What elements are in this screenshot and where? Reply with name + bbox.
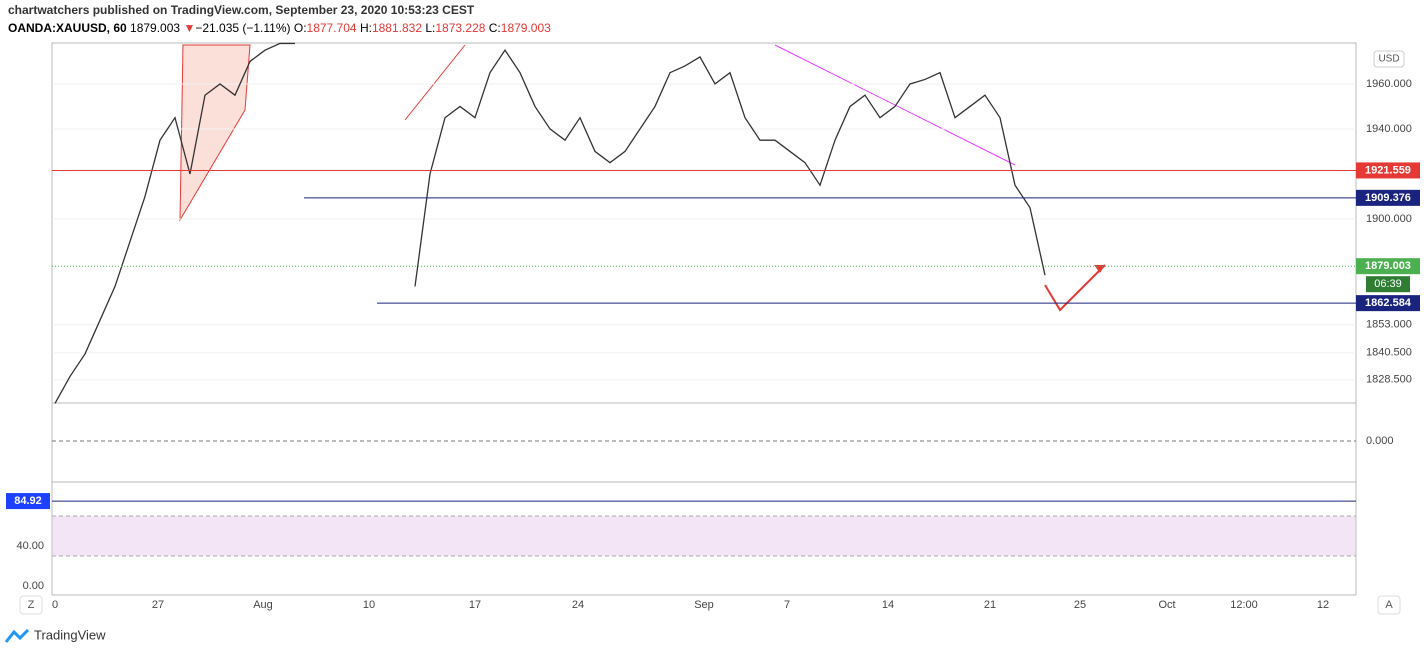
x-tick-label: 0 xyxy=(52,599,58,611)
y-tick-label: 1853.000 xyxy=(1366,319,1412,331)
logo xyxy=(4,628,30,643)
x-tick-label: 12 xyxy=(1317,599,1329,611)
price-line xyxy=(54,42,1046,404)
countdown: 06:39 xyxy=(1374,278,1402,290)
trendline xyxy=(774,44,1016,166)
rsi-level-label: 84.92 xyxy=(14,495,42,507)
price-label-box xyxy=(1356,295,1420,312)
x-tick-label: Aug xyxy=(253,599,273,611)
rsi-tick-label: 0.00 xyxy=(23,580,44,592)
price-label: 1909.376 xyxy=(1365,192,1411,204)
x-tick-label: 10 xyxy=(363,599,375,611)
x-tick-label: 7 xyxy=(784,599,790,611)
currency: USD xyxy=(1378,54,1399,65)
y-tick-label: 1940.000 xyxy=(1366,123,1412,135)
x-tick-label: Oct xyxy=(1158,599,1175,611)
price-label-box xyxy=(1356,162,1420,179)
x-tick-label: 27 xyxy=(152,599,164,611)
rsi-tick-label: 40.00 xyxy=(16,540,44,552)
y-tick-label: 1840.500 xyxy=(1366,347,1412,359)
symbol-line: OANDA:XAUUSD, 60 1879.003 ▼−21.035 (−1.1… xyxy=(8,21,551,35)
rsi-band xyxy=(52,516,1356,556)
arrow-path xyxy=(1044,264,1106,312)
zoom-label: Z xyxy=(28,599,35,611)
triangle-drawing xyxy=(179,44,251,222)
chart-frame xyxy=(51,42,1357,596)
y-tick-label: 1828.500 xyxy=(1366,374,1412,386)
published: chartwatchers published on TradingView.c… xyxy=(8,3,475,17)
x-tick-label: 21 xyxy=(984,599,996,611)
price-label-box xyxy=(1356,258,1420,275)
price-label-box xyxy=(1356,189,1420,206)
x-tick-label: 14 xyxy=(882,599,894,611)
x-tick-label: 17 xyxy=(469,599,481,611)
countdown-box xyxy=(1366,276,1410,293)
arrow-head xyxy=(1094,265,1105,273)
auto-label: A xyxy=(1385,599,1393,611)
zoom-button[interactable] xyxy=(19,595,43,615)
brand: TradingView xyxy=(34,627,106,642)
auto-button[interactable] xyxy=(1377,595,1401,615)
rsi-level-box xyxy=(6,493,50,510)
macd-tick-label: 0.000 xyxy=(1366,435,1394,447)
price-label: 1879.003 xyxy=(1365,260,1411,272)
trendline xyxy=(404,44,466,121)
y-tick-label: 1900.000 xyxy=(1366,213,1412,225)
x-tick-label: 24 xyxy=(572,599,584,611)
x-tick-label: 25 xyxy=(1074,599,1086,611)
x-tick-label: 12:00 xyxy=(1230,599,1258,611)
price-label: 1921.559 xyxy=(1365,164,1411,176)
price-label: 1862.584 xyxy=(1365,297,1412,309)
currency-button[interactable] xyxy=(1373,50,1405,68)
x-tick-label: Sep xyxy=(694,599,714,611)
y-tick-label: 1960.000 xyxy=(1366,78,1412,90)
